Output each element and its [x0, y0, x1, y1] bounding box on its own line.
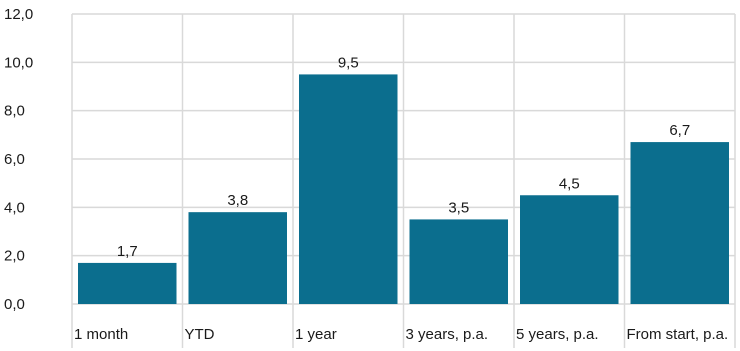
data-label: 4,5	[559, 175, 580, 192]
bar	[78, 262, 177, 304]
bar	[630, 142, 729, 304]
data-label: 6,7	[669, 122, 690, 139]
y-tick-label: 4,0	[4, 199, 25, 216]
x-tick-label: From start, p.a.	[627, 326, 729, 343]
x-tick-label: 3 years, p.a.	[406, 326, 489, 343]
data-label: 3,8	[227, 192, 248, 209]
bar	[299, 74, 398, 305]
x-tick-label: 5 years, p.a.	[516, 326, 599, 343]
x-axis: 1 month YTD 1 year 3 years, p.a. 5 years, p.…	[74, 326, 728, 343]
x-tick-label: 1 year	[295, 326, 337, 343]
data-label: 9,5	[338, 54, 359, 71]
data-label: 3,5	[448, 199, 469, 216]
value-labels: 1,7 3,8 9,5 3,5 4,5 6,7	[117, 54, 690, 260]
y-tick-label: 6,0	[4, 151, 25, 168]
bar	[188, 212, 287, 304]
x-tick-label: YTD	[185, 326, 215, 343]
y-tick-label: 8,0	[4, 103, 25, 120]
grid	[71, 13, 736, 348]
y-tick-label: 12,0	[4, 6, 33, 23]
bar	[409, 219, 508, 304]
y-tick-label: 10,0	[4, 54, 33, 71]
bar	[520, 195, 619, 304]
bars	[78, 74, 729, 305]
data-label: 1,7	[117, 243, 138, 260]
y-tick-label: 0,0	[4, 296, 25, 313]
y-tick-label: 2,0	[4, 248, 25, 265]
y-axis: 0,0 2,0 4,0 6,0 8,0 10,0 12,0	[4, 6, 33, 313]
x-tick-label: 1 month	[74, 326, 128, 343]
